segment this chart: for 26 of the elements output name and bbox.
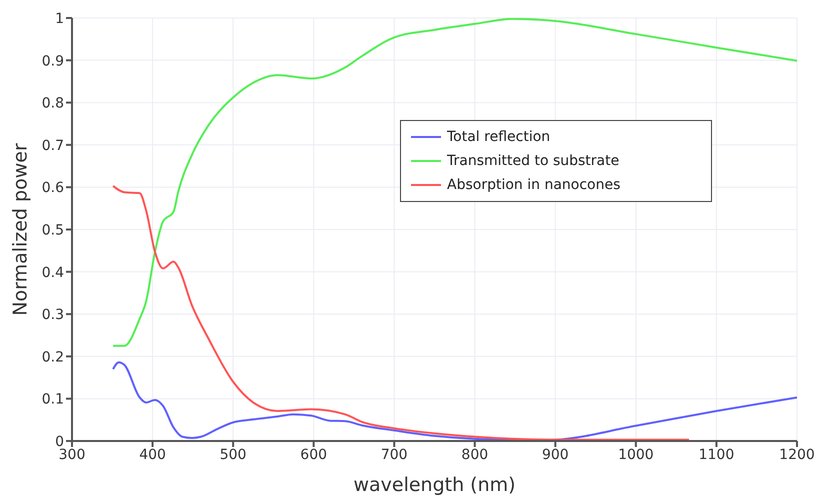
y-tick-label: 0.6 <box>42 180 64 196</box>
y-tick-label: 0.5 <box>42 222 64 238</box>
x-tick-label: 400 <box>139 446 166 463</box>
y-axis-title: Normalized power <box>10 143 32 316</box>
y-tick-label: 0.1 <box>42 392 64 408</box>
x-tick-label: 1000 <box>618 446 654 463</box>
x-axis-title: wavelength (nm) <box>353 474 516 496</box>
x-tick-label: 800 <box>461 446 488 463</box>
y-tick-label: 0.7 <box>42 138 64 154</box>
legend-label: Total reflection <box>447 128 550 147</box>
x-tick-label: 1100 <box>698 446 734 463</box>
y-tick-label: 0.3 <box>42 307 64 324</box>
line-series <box>112 361 797 441</box>
legend-label: Absorption in nanocones <box>447 176 620 195</box>
y-tick-label: 0.8 <box>42 96 64 112</box>
y-tick-label: 1 <box>55 10 64 27</box>
x-tick-label: 900 <box>542 446 569 463</box>
y-tick-label: 0.9 <box>42 53 64 70</box>
y-tick-label: 0.2 <box>42 349 64 366</box>
x-tick-label: 500 <box>220 446 246 463</box>
x-tick-label: 1200 <box>779 446 815 463</box>
x-tick-label: 700 <box>380 446 408 463</box>
line-series <box>112 18 797 347</box>
y-tick-label: 0.4 <box>42 264 64 281</box>
x-tick-label: 600 <box>300 446 328 463</box>
legend-label: Transmitted to substrate <box>447 152 620 171</box>
